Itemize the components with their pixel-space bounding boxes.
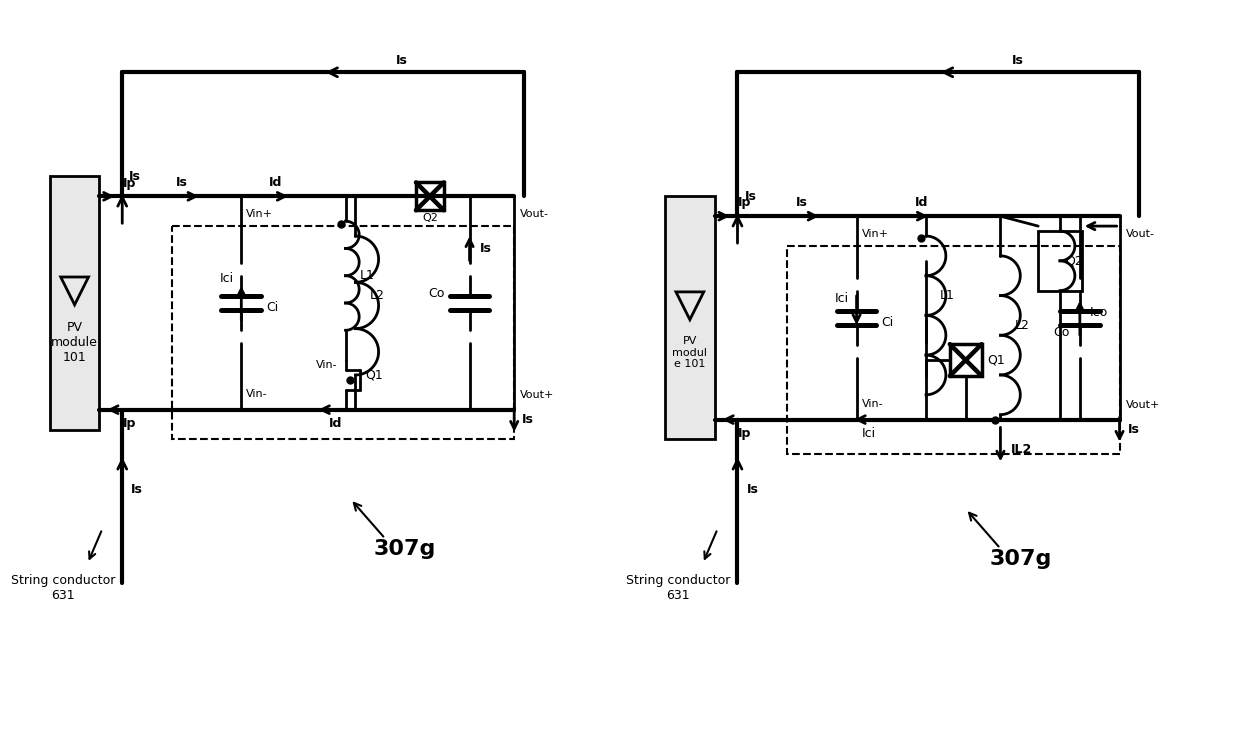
Text: L2: L2 <box>1014 319 1029 332</box>
Text: Vin-: Vin- <box>316 360 337 370</box>
Text: Is: Is <box>131 483 143 495</box>
Text: Vout-: Vout- <box>1126 229 1154 239</box>
Bar <box>665 196 714 439</box>
Text: Vout-: Vout- <box>520 209 549 219</box>
Text: 307g: 307g <box>374 539 436 559</box>
Text: L1: L1 <box>940 289 955 302</box>
Text: Ico: Ico <box>1090 307 1109 319</box>
Text: Ci: Ci <box>267 301 279 315</box>
Text: Co: Co <box>1054 326 1070 339</box>
Text: Is: Is <box>129 170 141 183</box>
Text: Q2: Q2 <box>422 213 438 223</box>
Text: Vout+: Vout+ <box>1126 399 1159 410</box>
Text: Is: Is <box>396 54 408 67</box>
Text: PV
modul
e 101: PV modul e 101 <box>672 336 707 369</box>
Text: L1: L1 <box>360 269 374 282</box>
Text: Ip: Ip <box>123 417 136 430</box>
Text: Ici: Ici <box>219 272 233 284</box>
Text: Is: Is <box>480 242 491 255</box>
Bar <box>50 176 99 430</box>
Text: Vin+: Vin+ <box>862 229 889 239</box>
Text: String conductor
631: String conductor 631 <box>10 574 115 602</box>
Text: 307g: 307g <box>990 548 1052 568</box>
Bar <box>787 246 1120 454</box>
Text: PV
module
101: PV module 101 <box>51 321 98 364</box>
Text: L2: L2 <box>370 289 384 302</box>
Text: Ip: Ip <box>738 196 751 209</box>
Text: Ip: Ip <box>738 427 751 440</box>
Text: Is: Is <box>176 176 187 189</box>
Bar <box>950 344 982 376</box>
Text: Is: Is <box>1012 54 1023 67</box>
Bar <box>172 226 515 439</box>
Text: Q1: Q1 <box>366 368 383 382</box>
Text: Is: Is <box>796 196 808 209</box>
Text: Ici: Ici <box>862 427 875 440</box>
Text: Vin+: Vin+ <box>247 209 273 219</box>
Text: Id: Id <box>914 196 928 209</box>
Text: Ip: Ip <box>123 177 136 190</box>
Bar <box>415 183 444 210</box>
Text: Is: Is <box>1127 423 1140 436</box>
Text: Vin-: Vin- <box>247 389 268 399</box>
Text: Q2: Q2 <box>1065 254 1083 268</box>
Text: String conductor
631: String conductor 631 <box>626 574 730 602</box>
Text: Q1: Q1 <box>987 354 1006 366</box>
Bar <box>1038 231 1081 290</box>
Text: Ci: Ci <box>882 316 894 329</box>
Text: Id: Id <box>329 417 342 430</box>
Text: Vin-: Vin- <box>862 399 883 409</box>
Text: Is: Is <box>746 483 759 495</box>
Text: Co: Co <box>428 287 445 299</box>
Text: Vout+: Vout+ <box>520 390 554 399</box>
Text: Is: Is <box>522 413 534 426</box>
Text: Is: Is <box>744 190 756 203</box>
Text: IL2: IL2 <box>1011 443 1032 456</box>
Text: Ici: Ici <box>835 292 848 304</box>
Text: Id: Id <box>269 176 283 189</box>
